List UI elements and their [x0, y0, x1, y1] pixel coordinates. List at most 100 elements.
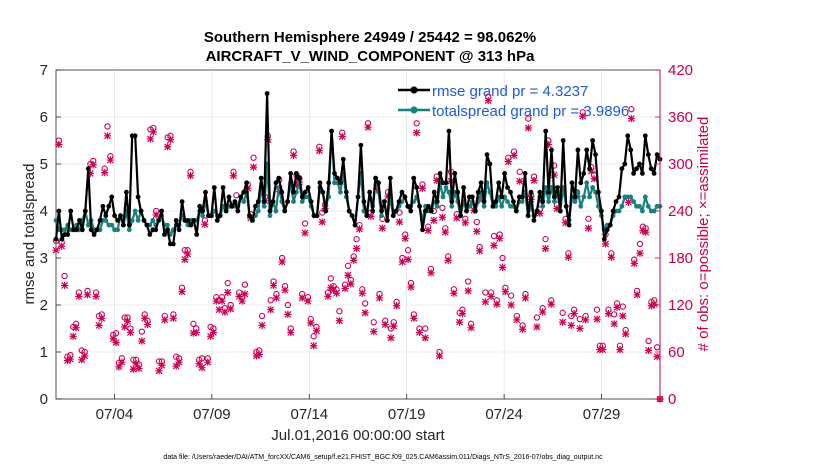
obs-assimilated-point [278, 258, 286, 266]
rmse-point [610, 208, 616, 214]
obs-assimilated-point [398, 258, 406, 266]
obs-assimilated-point [513, 316, 521, 324]
spread-point [642, 194, 648, 200]
rmse-point [543, 128, 549, 134]
obs-assimilated-point [375, 294, 384, 302]
spread-point [578, 203, 584, 209]
spread-point [637, 203, 642, 209]
obs-assimilated-point [78, 356, 86, 364]
rmse-point [408, 208, 414, 214]
rmse-point [449, 199, 455, 205]
obs-assimilated-point [229, 172, 238, 180]
rmse-point [138, 208, 144, 214]
rmse-point [552, 194, 557, 200]
spread-point [651, 208, 657, 214]
obs-assimilated-point [633, 291, 641, 299]
obs-possible-point [525, 115, 532, 122]
obs-assimilated-point [178, 288, 186, 296]
rmse-point [285, 199, 290, 205]
rmse-point [382, 199, 387, 205]
obs-assimilated-point [332, 289, 341, 297]
y-tick-label: 6 [40, 109, 48, 126]
spread-point [481, 203, 487, 209]
obs-assimilated-point [81, 352, 89, 360]
obs-assimilated-point [450, 289, 458, 297]
obs-assimilated-point [307, 319, 315, 327]
obs-assimilated-point [350, 256, 358, 264]
obs-assimilated-point [530, 176, 538, 185]
rmse-point [299, 194, 305, 200]
y-tick-label: 3 [40, 250, 48, 267]
rmse-point [458, 213, 463, 219]
obs-assimilated-point [630, 259, 638, 268]
obs-possible-point [190, 320, 197, 327]
obs-assimilated-point [166, 136, 175, 144]
rmse-point [340, 156, 346, 162]
rmse-point [338, 180, 343, 186]
obs-assimilated-point [195, 360, 203, 368]
obs-assimilated-point [318, 218, 326, 226]
obs-assimilated-point [192, 328, 200, 337]
spread-point [379, 213, 384, 219]
rmse-point [147, 232, 153, 237]
rmse-point [645, 152, 651, 158]
obs-possible-point [533, 314, 541, 321]
obs-possible-point [336, 308, 343, 315]
obs-assimilated-point [358, 289, 366, 297]
spread-point [446, 189, 452, 195]
obs-possible-point [465, 278, 472, 285]
rmse-point [557, 208, 563, 214]
obs-assimilated-point [424, 226, 432, 235]
obs-assimilated-point [75, 292, 83, 300]
spread-point [62, 227, 68, 233]
rmse-point [642, 133, 648, 139]
obs-assimilated-point [249, 163, 258, 171]
obs-assimilated-point [175, 358, 183, 366]
obs-assimilated-point [126, 328, 135, 337]
y-tick-label: 0 [40, 391, 48, 408]
obs-assimilated-point [141, 314, 149, 322]
obs-assimilated-point [252, 352, 260, 360]
rmse-point [469, 194, 475, 200]
obs-assimilated-point [155, 367, 163, 375]
obs-assimilated-point [539, 308, 547, 316]
obs-assimilated-point [301, 229, 309, 237]
obs-assimilated-point [456, 318, 464, 326]
rmse-point [288, 171, 293, 176]
rmse-point [487, 161, 493, 167]
obs-assimilated-point [181, 255, 189, 264]
obs-assimilated-point [433, 176, 441, 185]
spread-point [103, 218, 109, 223]
obs-assimilated-point [481, 298, 489, 306]
rmse-point [560, 138, 566, 143]
obs-assimilated-point [553, 205, 561, 213]
obs-possible-point [112, 330, 120, 337]
obs-possible-point [344, 262, 352, 269]
rmse-point [88, 227, 94, 233]
obs-assimilated-point [644, 346, 653, 355]
obs-possible-point [104, 123, 111, 130]
obs-possible-point [473, 218, 480, 226]
obs-possible-point [507, 292, 515, 299]
spread-point [132, 208, 138, 214]
obs-possible-point [559, 309, 566, 316]
rmse-point [135, 194, 141, 200]
rmse-point [390, 213, 396, 219]
rmse-point [302, 189, 308, 195]
obs-assimilated-point [255, 350, 263, 358]
rmse-point [563, 203, 569, 209]
obs-assimilated-point [490, 241, 498, 250]
obs-assimilated-point [650, 300, 658, 308]
rmse-point [599, 208, 604, 214]
y-tick-label: 1 [40, 344, 48, 361]
rmse-point [461, 185, 466, 190]
rmse-point [124, 189, 129, 195]
obs-assimilated-point [390, 322, 398, 330]
spread-point [440, 194, 446, 200]
obs-assimilated-point [430, 216, 438, 224]
rmse-point [317, 180, 323, 186]
y-axis-label: rmse and totalspread [21, 164, 38, 305]
rmse-point [508, 189, 513, 195]
rmse-point [282, 208, 288, 214]
rmse-point [80, 227, 85, 233]
